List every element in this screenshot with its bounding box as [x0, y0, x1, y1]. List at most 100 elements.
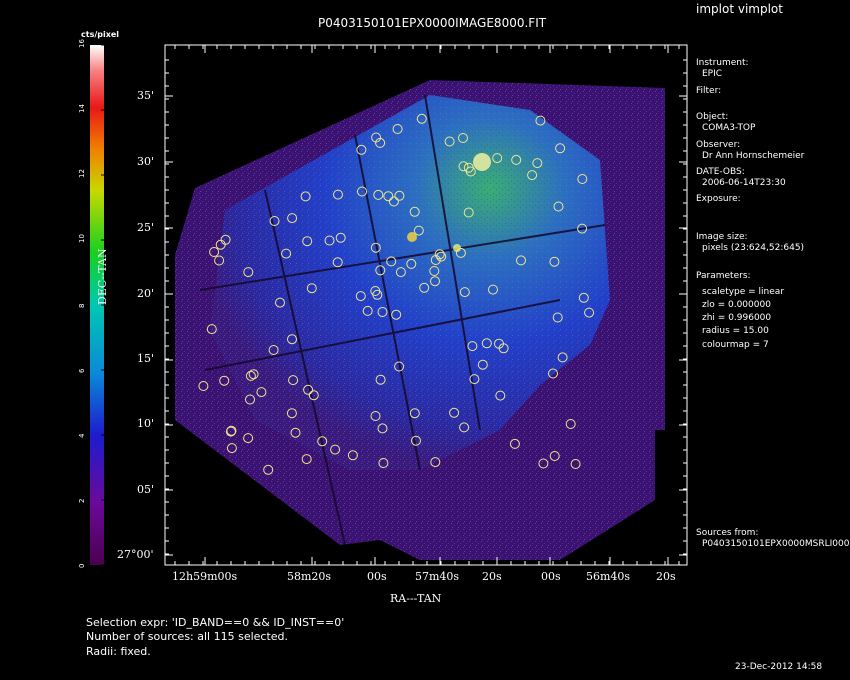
source-circle — [263, 464, 274, 475]
source-circle — [492, 153, 503, 164]
source-circle — [243, 267, 254, 278]
source-circle — [555, 143, 566, 154]
image-size-value: pixels (23:624,52:645) — [702, 243, 805, 253]
colorbar-tick-label: 2 — [78, 498, 86, 503]
axis-ticks — [165, 45, 687, 565]
source-circle — [357, 186, 367, 197]
source-circle — [214, 255, 225, 266]
source-circle — [370, 286, 381, 296]
source-circle — [355, 291, 366, 302]
source-circle — [375, 265, 386, 276]
colorbar-tick-label: 4 — [78, 433, 86, 438]
source-circle — [226, 443, 237, 454]
source-circle — [436, 251, 447, 262]
source-circle — [378, 458, 389, 468]
source-circle — [458, 133, 468, 143]
y-axis-label: DEC--TAN — [96, 248, 109, 305]
source-circle — [549, 451, 560, 461]
source-circle — [411, 435, 421, 446]
source-circle — [444, 136, 455, 147]
source-circle — [527, 170, 538, 181]
source-circle — [391, 309, 402, 320]
source-markers — [198, 113, 595, 475]
instrument-label: Instrument: — [696, 58, 749, 68]
sources-value: P0403150101EPX0000MSRLI0000.F — [702, 539, 850, 549]
source-circle — [388, 196, 399, 207]
source-circle — [394, 190, 405, 201]
source-circle — [209, 247, 220, 257]
x-axis-label: RA---TAN — [390, 592, 442, 605]
source-circle — [333, 189, 343, 200]
image-size-label: Image size: — [696, 232, 748, 242]
source-circle — [275, 297, 285, 308]
param-zhi: zhi = 0.996000 — [702, 313, 772, 323]
source-circle — [459, 422, 470, 433]
x-tick-label: 20s — [656, 570, 676, 583]
colorbar-tick-label: 14 — [78, 104, 86, 113]
number-of-sources: Number of sources: all 115 selected. — [86, 630, 289, 643]
source-circle — [375, 374, 386, 385]
colorbar-tick-label: 6 — [78, 368, 86, 373]
source-circle — [248, 369, 259, 380]
source-circle — [413, 225, 424, 236]
app-title: implot vimplot — [696, 2, 783, 16]
source-circle — [577, 223, 588, 234]
date-value: 2006-06-14T23:30 — [702, 178, 786, 188]
y-tick-label: 15' — [137, 352, 155, 365]
source-circle — [302, 236, 313, 247]
source-circle — [577, 174, 588, 184]
source-circle — [570, 459, 581, 469]
source-circle — [409, 408, 420, 419]
date-label: DATE-OBS: — [696, 167, 745, 177]
source-circle — [430, 457, 441, 468]
y-tick-label: 27°00' — [117, 548, 154, 561]
source-circle — [386, 256, 397, 267]
x-tick-label: 57m40s — [415, 570, 460, 583]
colorbar-ticks — [101, 44, 104, 566]
colorbar-tick-label: 12 — [78, 169, 86, 178]
source-circle — [308, 390, 319, 401]
source-circle — [429, 266, 440, 276]
object-label: Object: — [696, 112, 729, 122]
y-tick-label: 25' — [137, 221, 155, 234]
source-circle — [469, 374, 480, 385]
source-circle — [509, 438, 520, 449]
source-circle — [335, 232, 346, 243]
source-circle — [303, 384, 314, 395]
source-circle — [332, 257, 343, 268]
source-circle — [356, 144, 367, 155]
source-circle — [383, 191, 394, 202]
colorbar — [90, 45, 104, 565]
source-circle — [465, 166, 476, 177]
source-circle — [317, 436, 328, 447]
y-tick-label: 30' — [137, 155, 155, 168]
y-tick-label: 35' — [137, 89, 155, 102]
param-radius: radius = 15.00 — [702, 326, 769, 336]
source-circle — [419, 282, 430, 293]
source-circle — [394, 361, 405, 372]
source-circle — [371, 132, 382, 143]
observer-label: Observer: — [696, 140, 741, 150]
exposure-label: Exposure: — [696, 194, 741, 204]
source-circle — [565, 419, 576, 429]
source-circle — [245, 394, 255, 405]
source-circle — [548, 368, 558, 379]
source-circle — [406, 258, 417, 269]
source-circle — [362, 305, 373, 316]
source-circle — [392, 124, 403, 134]
parameters-label: Parameters: — [696, 271, 751, 281]
source-circle — [494, 338, 504, 349]
x-tick-label: 20s — [482, 570, 502, 583]
source-circle — [481, 338, 492, 349]
colorbar-tick-label: 16 — [78, 39, 86, 48]
source-circle — [324, 235, 335, 246]
source-circle — [219, 375, 230, 386]
source-circle — [535, 115, 546, 126]
source-circle — [300, 191, 311, 202]
x-tick-label: 56m40s — [586, 570, 631, 583]
param-zlo: zlo = 0.000000 — [702, 300, 771, 310]
source-circle — [458, 161, 469, 172]
radii-note: Radii: fixed. — [86, 645, 151, 658]
source-circle — [198, 381, 209, 391]
